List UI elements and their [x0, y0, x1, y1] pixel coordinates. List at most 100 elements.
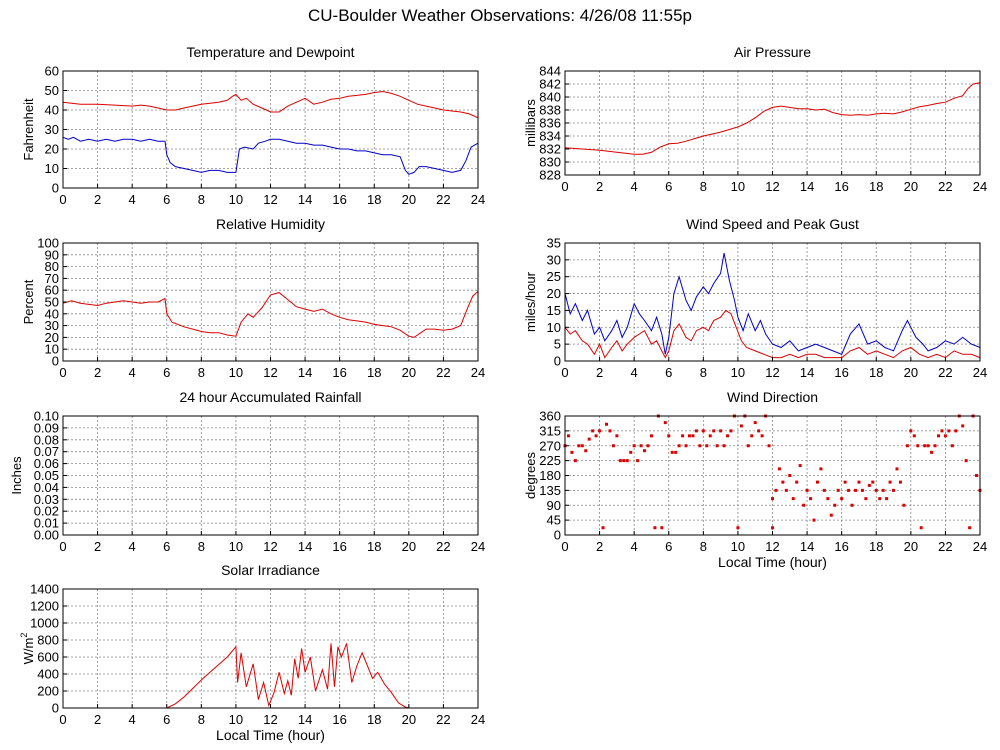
- wind-speed-xtick-label: 2: [596, 365, 603, 380]
- wind-direction-title: Wind Direction: [727, 389, 818, 405]
- wind-direction-point: [912, 434, 916, 438]
- rainfall-xtick-label: 20: [402, 539, 416, 554]
- wind-direction-point: [767, 444, 771, 448]
- wind-direction-point: [587, 437, 591, 441]
- wind-direction-xtick-label: 2: [596, 539, 603, 554]
- temperature-xtick-label: 6: [163, 192, 170, 207]
- wind-direction-point: [850, 503, 854, 507]
- rainfall-xtick-label: 24: [471, 539, 485, 554]
- pressure-xtick-label: 14: [800, 179, 814, 194]
- humidity-title: Relative Humidity: [216, 216, 325, 232]
- wind-direction-point: [601, 526, 605, 530]
- wind-direction-point: [895, 467, 899, 471]
- wind-direction-point: [798, 464, 802, 468]
- rainfall-xtick-label: 14: [298, 539, 312, 554]
- rainfall-ylabel-text: Inches: [9, 456, 24, 495]
- wind-direction-point: [726, 434, 730, 438]
- solar-xtick-label: 0: [59, 712, 66, 727]
- humidity-xtick-label: 16: [332, 365, 346, 380]
- wind-direction-point: [781, 480, 785, 484]
- wind-direction-point: [867, 483, 871, 487]
- wind-direction-point: [964, 459, 968, 463]
- solar-xtick-label: 2: [94, 712, 101, 727]
- wind-direction-ylabel: degrees: [523, 452, 538, 499]
- pressure-xtick-label: 8: [700, 179, 707, 194]
- wind-direction-point: [968, 526, 972, 530]
- wind-direction-point: [719, 429, 723, 433]
- temperature-xtick-label: 20: [402, 192, 416, 207]
- pressure-xtick-label: 12: [765, 179, 779, 194]
- wind-direction-point: [947, 429, 951, 433]
- wind-speed-xtick-label: 22: [938, 365, 952, 380]
- pressure-xtick-label: 4: [631, 179, 638, 194]
- wind-direction-point: [943, 434, 947, 438]
- humidity-ytick-label: 90: [45, 247, 59, 262]
- humidity-ytick-label: 60: [45, 283, 59, 298]
- wind-direction-point: [757, 429, 761, 433]
- temperature-series-blue-line: [62, 136, 479, 175]
- wind-speed-xtick-label: 0: [561, 365, 568, 380]
- wind-direction-point: [930, 450, 934, 454]
- pressure-xtick-label: 20: [904, 179, 918, 194]
- pressure-series-red-line: [564, 82, 981, 155]
- wind-direction-ylabel-text: degrees: [523, 452, 538, 499]
- wind-speed-ylabel: miles/hour: [523, 271, 538, 332]
- wind-direction-ytick-label: 270: [539, 438, 561, 453]
- wind-speed-ytick-label: 35: [547, 236, 561, 251]
- pressure-ytick-label: 828: [539, 168, 561, 183]
- solar-ytick-label: 1400: [30, 582, 59, 597]
- humidity-ytick-label: 70: [45, 271, 59, 286]
- temperature-series-red-line: [62, 90, 479, 119]
- temperature-xtick-label: 4: [129, 192, 136, 207]
- wind-direction-point: [843, 480, 847, 484]
- wind-direction-point: [940, 429, 944, 433]
- wind-direction-point: [622, 459, 626, 463]
- wind-direction-point: [591, 429, 595, 433]
- humidity-xtick-label: 22: [436, 365, 450, 380]
- wind-speed-xtick-label: 14: [800, 365, 814, 380]
- temperature-xtick-label: 18: [367, 192, 381, 207]
- pressure-xtick-label: 6: [665, 179, 672, 194]
- wind-direction-ytick-label: 0: [554, 528, 561, 543]
- pressure-ylabel: millibars: [523, 99, 538, 147]
- solar-xlabel: Local Time (hour): [216, 727, 325, 743]
- temperature-ytick-label: 50: [45, 83, 59, 98]
- wind-direction-xtick-label: 18: [869, 539, 883, 554]
- wind-speed-xtick-label: 6: [665, 365, 672, 380]
- humidity-xtick-label: 2: [94, 365, 101, 380]
- wind-direction-point: [805, 488, 809, 492]
- wind-direction-xlabel: Local Time (hour): [718, 554, 827, 570]
- solar-xtick-label: 22: [436, 712, 450, 727]
- temperature-xtick-label: 2: [94, 192, 101, 207]
- wind-direction-point: [864, 497, 868, 501]
- temperature-ytick-label: 10: [45, 161, 59, 176]
- solar-series-red-line: [63, 643, 478, 709]
- wind-speed-ytick-label: 5: [554, 337, 561, 352]
- wind-direction-point: [795, 480, 799, 484]
- wind-direction-point: [784, 488, 788, 492]
- wind-direction-point: [857, 480, 861, 484]
- solar-ytick-label: 600: [37, 650, 59, 665]
- wind-direction-point: [688, 434, 691, 438]
- wind-direction-ytick-label: 135: [539, 483, 561, 498]
- rainfall-ytick-label: 0.06: [34, 456, 59, 471]
- wind-speed-xtick-label: 4: [631, 365, 638, 380]
- pressure-xtick-label: 24: [973, 179, 987, 194]
- wind-direction-point: [950, 444, 954, 448]
- wind-direction-point: [871, 480, 875, 484]
- pressure-xtick-label: 18: [869, 179, 883, 194]
- pressure-ytick-label: 836: [539, 116, 561, 131]
- wind-direction-point: [739, 424, 743, 428]
- wind-direction-point: [715, 444, 719, 448]
- rainfall-ytick-label: 0.08: [34, 432, 59, 447]
- temperature-ylabel-text: Fahrenheit: [21, 98, 36, 161]
- wind-direction-xtick-label: 24: [973, 539, 987, 554]
- temperature-xtick-label: 22: [436, 192, 450, 207]
- wind-speed-series-red-line: [564, 309, 981, 359]
- rainfall-xtick-label: 6: [163, 539, 170, 554]
